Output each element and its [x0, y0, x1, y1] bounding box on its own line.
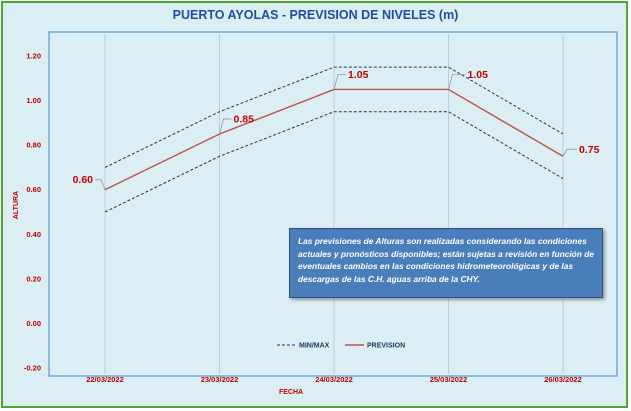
- series-line-min: [104, 111, 564, 213]
- legend: MIN/MAX PREVISION: [277, 343, 405, 350]
- legend-label: MIN/MAX: [299, 343, 330, 350]
- x-tick-label: 23/03/2022: [201, 375, 239, 384]
- x-axis-title: FECHA: [279, 389, 303, 396]
- legend-label: PREVISION: [367, 343, 405, 350]
- plot-area: [48, 31, 618, 377]
- y-tick-labels: -0.20 0.00 0.20 0.40 0.60 0.80 1.00 1.20: [24, 52, 41, 373]
- y-tick-label: 1.20: [26, 52, 41, 61]
- data-label-leader: [448, 74, 466, 90]
- y-tick-label: 1.00: [26, 96, 41, 105]
- data-label: 0.75: [579, 144, 600, 156]
- chart-title: PUERTO AYOLAS - PREVISION DE NIVELES (m): [172, 8, 459, 22]
- x-tick-label: 24/03/2022: [315, 375, 353, 384]
- data-label: 0.60: [73, 174, 94, 186]
- y-tick-label: 0.80: [26, 141, 41, 150]
- y-tick-label: 0.60: [26, 185, 41, 194]
- data-labels: 0.60 0.85 1.05 1.05 0.75: [73, 69, 600, 190]
- data-label-leader: [95, 179, 106, 190]
- data-label-leader: [333, 74, 346, 90]
- x-tick-label: 25/03/2022: [430, 375, 468, 384]
- y-tick-label: 0.20: [26, 274, 41, 283]
- y-tick-label: 0.40: [26, 230, 41, 239]
- data-label-leader: [562, 148, 577, 157]
- x-tick-label: 22/03/2022: [86, 375, 124, 384]
- disclaimer-note: Las previsiones de Alturas son realizada…: [289, 228, 603, 298]
- x-tick-label: 26/03/2022: [544, 375, 582, 384]
- y-tick-label: 0.00: [26, 319, 41, 328]
- gridlines: [104, 34, 564, 374]
- y-tick-label: -0.20: [24, 364, 41, 373]
- data-label: 1.05: [348, 69, 369, 81]
- x-tick-labels: 22/03/2022 23/03/2022 24/03/2022 25/03/2022…: [86, 375, 582, 384]
- data-label-leader: [219, 118, 232, 135]
- y-axis-title: ALTURA: [13, 191, 20, 219]
- data-label: 1.05: [468, 69, 489, 81]
- series-line-max: [104, 66, 564, 168]
- data-label: 0.85: [234, 114, 255, 126]
